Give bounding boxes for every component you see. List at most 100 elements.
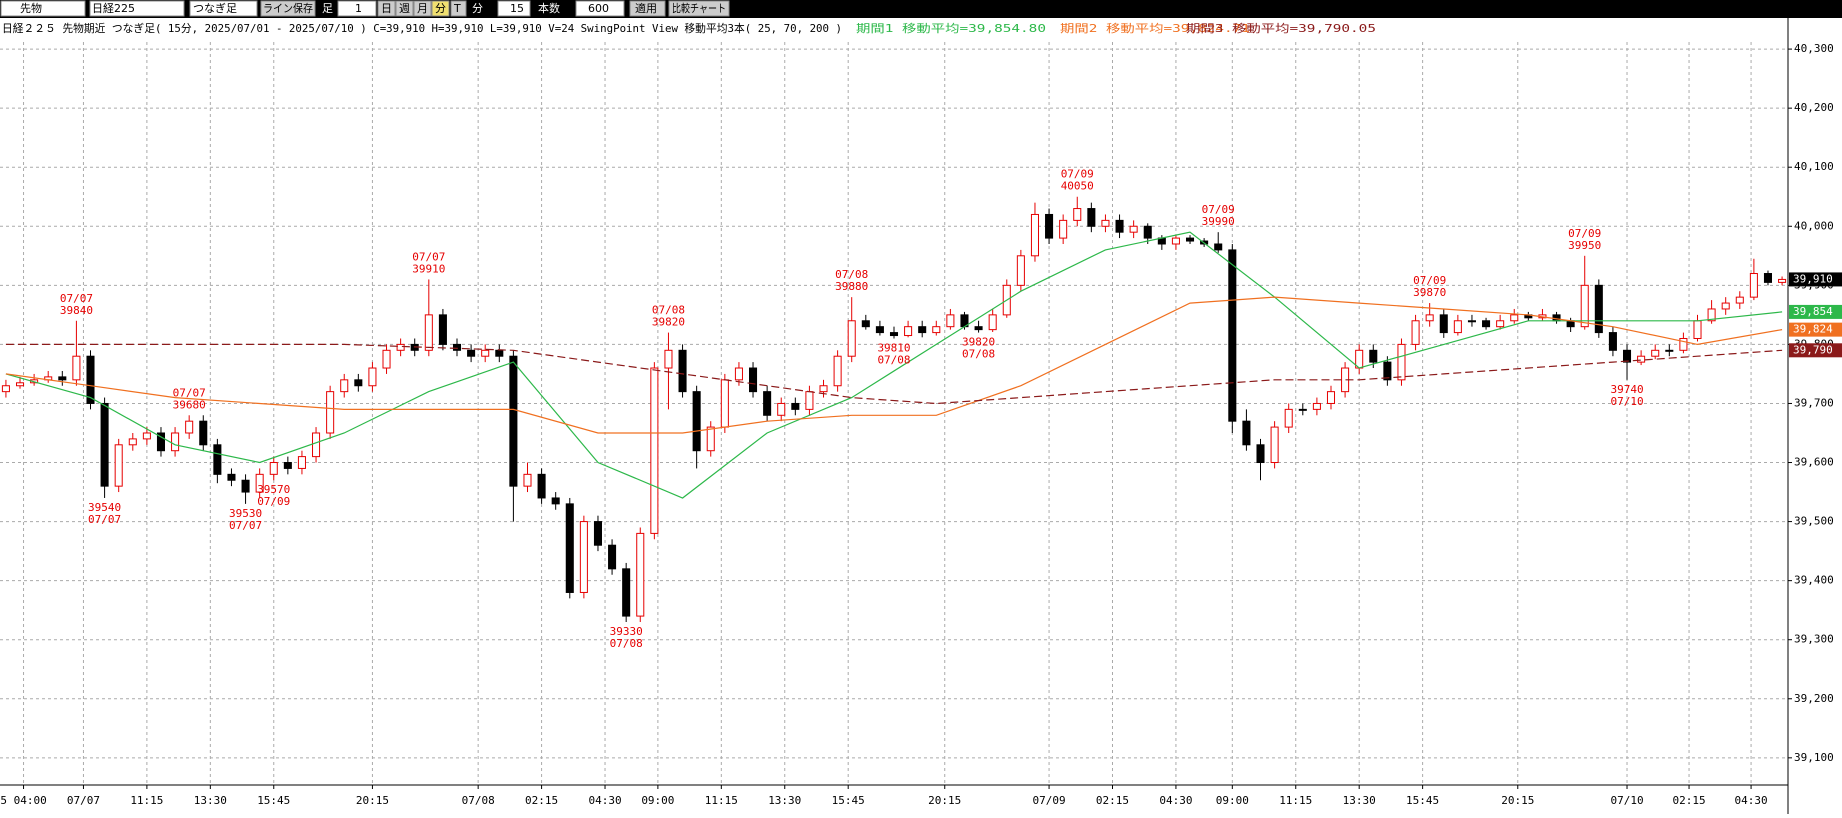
candle-body: [749, 367, 758, 393]
candle-body: [523, 473, 532, 487]
candle-body: [1552, 314, 1561, 322]
y-tick-label: 40,000: [1794, 219, 1834, 232]
y-tick-label: 39,700: [1794, 396, 1834, 409]
candle-body: [1186, 237, 1195, 242]
candle-body: [692, 391, 701, 452]
candle-body: [1383, 361, 1392, 381]
candle-body: [1242, 420, 1251, 446]
ma-label: 期間3 移動平均=39,790.05: [1186, 21, 1376, 35]
swing-price: 39740: [1610, 383, 1643, 396]
swing-price: 39570: [257, 483, 290, 496]
price-box-label: 39,824: [1793, 323, 1833, 336]
candle-body: [847, 320, 856, 357]
y-tick-label: 39,500: [1794, 515, 1834, 528]
input[interactable]: [575, 0, 625, 17]
toolbar-item: 600: [588, 2, 609, 15]
candle-body: [1045, 213, 1054, 239]
swing-date: 07/09: [1061, 168, 1094, 181]
candle-body: [1735, 296, 1744, 304]
candle-body: [1778, 278, 1787, 283]
candle-body: [833, 355, 842, 387]
candle-body: [565, 503, 574, 593]
toolbar-item: 足: [322, 2, 333, 15]
candle-body: [340, 379, 349, 393]
button[interactable]: [395, 0, 414, 17]
swing-date: 07/09: [1202, 203, 1235, 216]
y-tick-label: 40,300: [1794, 42, 1834, 55]
candle-body: [1214, 243, 1223, 251]
button[interactable]: [668, 0, 730, 17]
button[interactable]: [431, 0, 450, 17]
swing-price: 39680: [173, 398, 206, 411]
x-tick-label: 09:00: [1216, 794, 1249, 807]
price-box: [1789, 304, 1842, 319]
button[interactable]: [260, 0, 316, 17]
candle-body: [86, 355, 95, 404]
candle-body: [1115, 219, 1124, 233]
candle-body: [368, 367, 377, 387]
x-tick-label: 20:15: [1501, 794, 1534, 807]
toolbar-item: 分: [472, 2, 483, 15]
candle-body: [889, 332, 899, 337]
candle-body: [354, 379, 363, 387]
candle-body: [1270, 426, 1279, 464]
button[interactable]: [450, 0, 467, 17]
candle-body: [875, 326, 884, 334]
button[interactable]: [377, 0, 396, 17]
candle-body: [185, 420, 194, 434]
candle-body: [424, 314, 433, 351]
candle-body: [1679, 337, 1688, 351]
candle-body: [1510, 314, 1519, 322]
price-box-label: 39,854: [1793, 305, 1833, 318]
input[interactable]: [497, 0, 531, 17]
axes: 40,30040,20040,10040,00039,90039,80039,7…: [0, 42, 1833, 807]
candle-body: [791, 402, 800, 410]
toolbar-item: 適用: [635, 1, 657, 15]
candle-body: [805, 391, 814, 410]
candle-body: [763, 391, 772, 416]
toolbar-item: 日: [381, 2, 392, 15]
candle-body: [706, 426, 715, 452]
dropdown[interactable]: [189, 0, 258, 17]
candle-body: [1425, 314, 1434, 322]
input[interactable]: [337, 0, 377, 17]
candle-body: [1439, 314, 1448, 334]
x-tick-label: 02:15: [1096, 794, 1129, 807]
candle-body: [297, 456, 306, 469]
button[interactable]: [629, 0, 666, 17]
button[interactable]: [413, 0, 432, 17]
swing-date: 07/09: [1568, 227, 1601, 240]
candle-body: [509, 355, 518, 487]
swing-price: 40050: [1061, 180, 1094, 193]
toolbar-item: 本数: [538, 1, 560, 15]
candle-body: [1228, 249, 1237, 422]
price-box: [1789, 322, 1842, 337]
swing-date: 07/07: [412, 250, 445, 263]
candle-body: [1, 385, 10, 393]
candle-body: [1580, 284, 1589, 328]
x-tick-label: 5 04:00: [0, 794, 46, 807]
dropdown[interactable]: [0, 0, 86, 17]
candle-body: [1467, 320, 1476, 323]
swing-price: 39330: [610, 625, 643, 638]
x-tick-label: 07/10: [1610, 794, 1643, 807]
x-tick-label: 20:15: [356, 794, 389, 807]
candle-body: [171, 432, 180, 452]
candle-body: [15, 382, 25, 387]
swing-price: 39540: [88, 501, 121, 514]
swing-date: 07/07: [229, 519, 262, 532]
candle-body: [622, 568, 631, 617]
candle-body: [1496, 320, 1505, 328]
price-box: [1789, 343, 1842, 358]
candle-body: [467, 349, 476, 357]
candle-body: [1059, 219, 1068, 239]
toolbar-item: 月: [417, 2, 428, 15]
candle-body: [636, 532, 645, 617]
candle-body: [932, 326, 941, 334]
x-tick-label: 13:30: [768, 794, 801, 807]
candle-body: [777, 402, 786, 416]
x-tick-label: 15:45: [1406, 794, 1439, 807]
dropdown[interactable]: [89, 0, 185, 17]
candle-body: [1763, 273, 1773, 283]
